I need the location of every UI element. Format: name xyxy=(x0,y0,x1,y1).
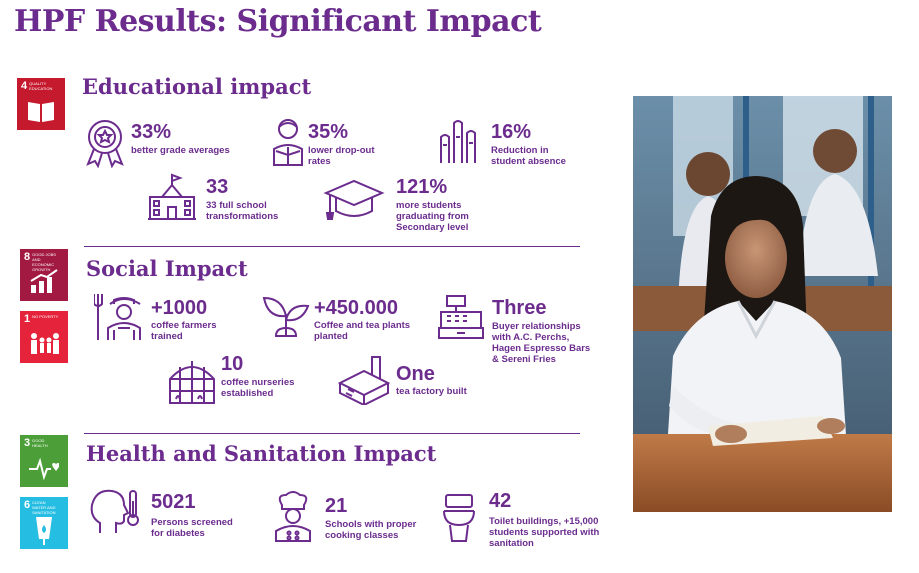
classroom-photo xyxy=(633,96,892,512)
stat-label-nurseries: coffee nurseries established xyxy=(221,377,295,399)
family-icon xyxy=(31,333,59,354)
section-heading-social: Social Impact xyxy=(86,256,248,281)
page-title: HPF Results: Significant Impact xyxy=(14,4,542,39)
stat-value-dropout: 35% xyxy=(308,121,349,143)
sdg-badge-clean-water: 6 CLEAN WATER AND SANITATION xyxy=(20,497,68,549)
stat-value-absence: 16% xyxy=(491,121,532,143)
stat-value-toilets: 42 xyxy=(489,490,512,512)
stat-label-absence: Reduction in student absence xyxy=(491,145,566,167)
stat-label-buyers: Buyer relationships with A.C. Perchs, Ha… xyxy=(492,321,591,365)
section-divider xyxy=(84,433,580,434)
stat-value-plants: +450.000 xyxy=(314,297,398,319)
farmer-icon xyxy=(94,292,146,342)
stat-label-graduating: more students graduating from Secondary … xyxy=(396,200,469,233)
stat-value-grades: 33% xyxy=(131,121,172,143)
award-ribbon-icon xyxy=(84,118,126,168)
stat-value-schools: 33 xyxy=(206,176,229,198)
book-icon xyxy=(28,102,54,122)
seedling-icon xyxy=(262,294,310,338)
school-building-icon xyxy=(146,173,198,221)
cash-register-icon xyxy=(437,294,485,340)
stat-value-diabetes: 5021 xyxy=(151,491,196,513)
stat-label-grades: better grade averages xyxy=(131,145,230,156)
section-divider xyxy=(84,246,580,247)
section-heading-health: Health and Sanitation Impact xyxy=(86,441,437,466)
section-heading-education: Educational impact xyxy=(82,74,312,99)
stat-label-factory: tea factory built xyxy=(396,386,467,397)
stat-label-cooking: Schools with proper cooking classes xyxy=(325,519,417,541)
raised-hands-icon xyxy=(437,117,483,165)
stat-label-schools: 33 full school transformations xyxy=(206,200,279,222)
stat-label-diabetes: Persons screened for diabetes xyxy=(151,517,233,539)
sdg-badge-quality-education: 4 QUALITY EDUCATION xyxy=(17,78,65,130)
stat-label-plants: Coffee and tea plants planted xyxy=(314,320,411,342)
sdg-badge-decent-work: 8 GOOD JOBS AND ECONOMIC GROWTH xyxy=(20,249,68,301)
water-glass-icon xyxy=(36,517,52,545)
toilet-icon xyxy=(440,493,478,543)
stat-value-farmers: +1000 xyxy=(151,297,208,319)
stat-value-nurseries: 10 xyxy=(221,353,244,375)
stat-value-buyers: Three xyxy=(492,297,547,319)
greenhouse-icon xyxy=(168,357,216,405)
factory-icon xyxy=(338,353,390,405)
head-thermometer-icon xyxy=(88,487,140,535)
stat-label-toilets: Toilet buildings, +15,000 students suppo… xyxy=(489,516,600,549)
sdg-badge-no-poverty: 1 NO POVERTY xyxy=(20,311,68,363)
growth-chart-icon xyxy=(30,269,58,293)
stat-label-farmers: coffee farmers trained xyxy=(151,320,217,342)
graduation-cap-icon xyxy=(322,175,386,221)
chef-icon xyxy=(272,491,314,543)
stat-value-factory: One xyxy=(396,363,435,385)
stat-value-cooking: 21 xyxy=(325,495,348,517)
heartbeat-icon xyxy=(29,457,59,481)
stat-label-dropout: lower drop-out rates xyxy=(308,145,375,167)
student-reading-icon xyxy=(270,117,306,167)
sdg-badge-good-health: 3 GOOD HEALTH xyxy=(20,435,68,487)
stat-value-graduating: 121% xyxy=(396,176,448,198)
